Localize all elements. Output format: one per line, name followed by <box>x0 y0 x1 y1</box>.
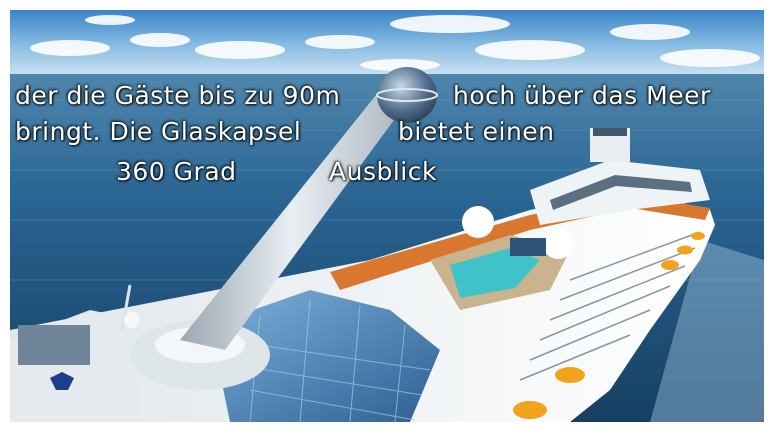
radar-dome <box>124 312 140 328</box>
image-frame: der die Gäste bis zu 90m hoch über das M… <box>10 10 764 422</box>
bridge-windows <box>550 175 692 210</box>
mast <box>120 284 132 331</box>
ship-wake <box>650 240 764 422</box>
glass-dome-grid <box>224 299 431 422</box>
bow-window-block <box>18 325 90 365</box>
screen-board <box>510 238 546 256</box>
caption-line3-part2: Ausblick <box>329 157 437 186</box>
caption-line1-part1: der die Gäste bis zu 90m <box>15 81 341 110</box>
pool <box>450 248 540 298</box>
capsule-ring <box>376 88 438 102</box>
lifeboats <box>513 232 705 419</box>
ship-bridge <box>530 160 710 225</box>
glass-capsule <box>377 67 437 123</box>
royal-caribbean-logo <box>50 372 74 390</box>
umbrella-right <box>543 229 573 259</box>
caption-line2-part1: bringt. Die Glaskapsel <box>15 117 302 146</box>
cruise-ship-scene <box>10 10 764 422</box>
caption-line1-part2: hoch über das Meer <box>453 81 711 110</box>
balcony-rows <box>519 231 701 381</box>
funnel-top <box>593 128 627 136</box>
caption-line2-part2: bietet einen <box>398 117 555 146</box>
caption-line3-part1: 360 Grad <box>116 157 237 186</box>
north-star-arm <box>180 90 405 350</box>
umbrella-left <box>462 206 494 238</box>
clouds <box>30 15 760 71</box>
